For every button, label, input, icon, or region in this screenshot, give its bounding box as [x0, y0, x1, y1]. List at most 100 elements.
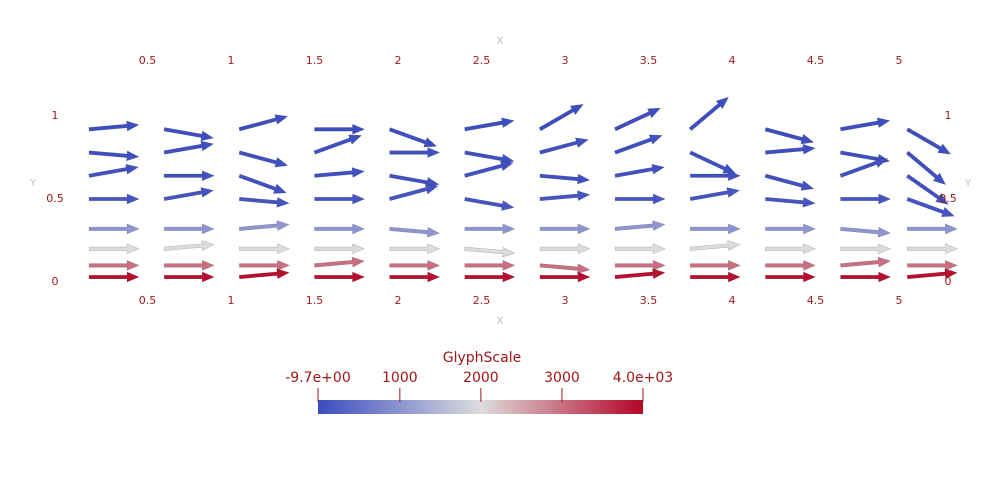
x-tick-label-bottom: 2 — [395, 294, 402, 307]
x-tick-label-bottom: 3 — [562, 294, 569, 307]
arrow-glyph — [690, 223, 741, 235]
arrow-glyph — [906, 127, 952, 155]
arrow-glyph — [389, 147, 441, 158]
x-tick-label-bottom: 4 — [729, 294, 736, 307]
arrow-glyph — [614, 107, 662, 132]
arrow-glyph — [88, 260, 140, 271]
arrow-glyph — [389, 260, 441, 271]
arrow-glyph — [907, 223, 958, 235]
colorbar-tick-label: 1000 — [382, 370, 418, 386]
arrow-glyph — [388, 127, 438, 148]
arrow-glyph — [764, 127, 815, 145]
y-tick-label-right: 0 — [945, 275, 952, 288]
y-tick-label-left: 0.5 — [46, 192, 64, 205]
arrow-glyph — [238, 173, 287, 194]
arrow-glyph — [163, 127, 215, 142]
arrow-glyph — [840, 271, 892, 283]
arrow-glyph — [839, 157, 889, 178]
arrow-glyph — [238, 268, 290, 280]
arrow-glyph — [314, 123, 366, 135]
arrow-glyph — [464, 271, 516, 283]
arrow-glyph — [840, 243, 892, 255]
colorbar-tick-label: -9.7e+00 — [285, 370, 350, 386]
colorbar-tick-label: 3000 — [544, 370, 580, 386]
arrow-glyph — [238, 150, 289, 168]
x-tick-label-bottom: 1.5 — [306, 294, 324, 307]
arrow-glyph — [239, 243, 291, 255]
arrow-glyph — [690, 260, 741, 271]
x-tick-label-top: 1 — [228, 54, 235, 67]
arrow-glyph — [764, 196, 816, 208]
arrow-glyph — [906, 196, 955, 217]
arrow-glyph — [907, 260, 958, 271]
arrow-glyph — [314, 167, 365, 178]
x-tick-label-top: 5 — [896, 54, 903, 67]
arrow-glyph — [765, 271, 817, 283]
arrow-glyph — [688, 96, 730, 132]
arrow-glyph — [88, 163, 139, 178]
arrow-glyph — [840, 226, 892, 238]
arrow-glyph — [389, 243, 441, 255]
x-axis-title-top: X — [497, 36, 504, 47]
arrow-glyph — [539, 223, 591, 235]
x-tick-label-top: 4 — [729, 54, 736, 67]
arrow-glyph — [539, 263, 591, 275]
arrow-glyph — [314, 243, 366, 255]
arrow-glyph — [163, 140, 215, 155]
arrow-glyph — [88, 193, 140, 205]
arrow-glyph — [314, 223, 366, 235]
x-axis-title-bottom: X — [497, 316, 504, 327]
arrow-glyph — [839, 150, 891, 165]
arrow-glyph — [689, 240, 741, 251]
arrow-glyph — [163, 223, 215, 235]
arrow-glyph — [840, 193, 892, 205]
arrow-glyph — [539, 243, 591, 255]
arrow-glyph — [88, 150, 140, 162]
arrow-glyph — [313, 134, 363, 155]
arrow-glyph — [464, 260, 516, 271]
arrow-glyph — [689, 187, 741, 202]
y-tick-label-left: 1 — [52, 109, 59, 122]
x-tick-label-top: 1.5 — [306, 54, 324, 67]
arrow-glyph — [163, 240, 215, 251]
arrow-glyph — [539, 271, 591, 283]
y-tick-label-right: 0.5 — [939, 192, 957, 205]
arrow-glyph — [764, 143, 816, 155]
y-tick-label-right: 1 — [945, 109, 952, 122]
x-tick-label-top: 3 — [562, 54, 569, 67]
x-tick-label-bottom: 3.5 — [640, 294, 658, 307]
arrow-glyph — [907, 243, 958, 255]
y-axis-title-right: Y — [964, 178, 972, 189]
x-tick-label-top: 4.5 — [807, 54, 825, 67]
x-tick-label-top: 0.5 — [139, 54, 157, 67]
arrow-glyph — [614, 134, 663, 155]
colorbar-tick-label: 2000 — [463, 370, 499, 386]
arrow-glyph — [163, 187, 215, 202]
arrow-glyph — [690, 271, 741, 283]
arrow-glyph — [614, 163, 665, 178]
arrow-glyph — [238, 196, 290, 208]
arrow-glyph — [314, 256, 365, 268]
y-axis-title-left: Y — [29, 178, 37, 189]
arrow-glyph — [88, 223, 140, 235]
arrow-glyph — [614, 243, 666, 255]
arrow-glyph — [88, 243, 140, 255]
arrow-glyph — [314, 271, 366, 283]
arrow-glyph — [765, 260, 817, 271]
x-tick-label-bottom: 2.5 — [473, 294, 491, 307]
arrow-glyph — [905, 150, 947, 186]
arrow-glyph — [614, 193, 666, 205]
arrow-glyph — [765, 223, 817, 235]
x-tick-label-bottom: 0.5 — [139, 294, 157, 307]
arrow-glyph — [163, 271, 215, 283]
arrow-glyph — [539, 173, 591, 185]
arrow-glyph — [538, 103, 584, 132]
arrow-glyph — [614, 268, 666, 280]
y-tick-label-left: 0 — [52, 275, 59, 288]
arrow-glyph — [539, 137, 589, 155]
arrow-glyph — [905, 173, 949, 205]
arrow-glyph — [464, 223, 516, 235]
x-tick-label-top: 3.5 — [640, 54, 658, 67]
arrow-glyph — [614, 260, 666, 271]
